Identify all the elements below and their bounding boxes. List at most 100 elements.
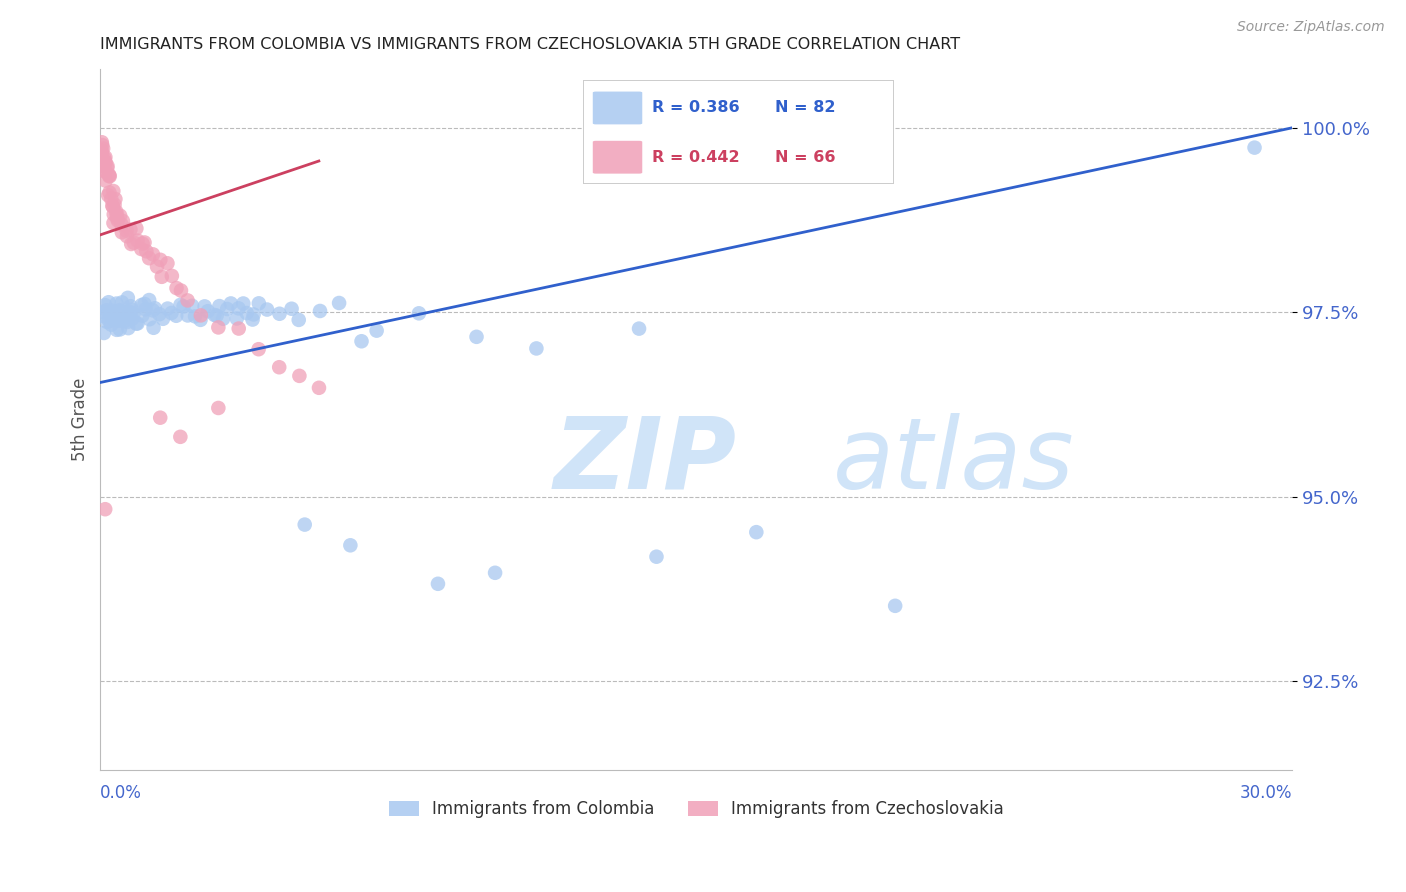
Point [94, 154, 117, 169]
Point [170, 284, 193, 298]
Point [184, 310, 207, 324]
Point [93, 159, 115, 173]
Point [526, 342, 548, 356]
Point [138, 312, 160, 326]
Point [309, 304, 332, 318]
Point [294, 517, 316, 532]
Text: R = 0.386: R = 0.386 [651, 101, 740, 115]
Point [190, 309, 212, 323]
Point [89, 152, 111, 166]
Point [160, 268, 183, 283]
Point [121, 312, 143, 326]
Point [225, 311, 247, 326]
Point [135, 244, 157, 259]
Point [308, 381, 330, 395]
Point [366, 324, 388, 338]
Point [745, 525, 768, 540]
Point [98, 169, 121, 183]
Point [94, 164, 117, 178]
Point [122, 307, 145, 321]
Point [94, 150, 117, 164]
Point [105, 296, 128, 310]
Point [131, 309, 153, 323]
Point [190, 313, 212, 327]
Point [884, 599, 907, 613]
Text: atlas: atlas [834, 413, 1076, 510]
Point [247, 342, 270, 356]
Point [108, 209, 131, 223]
Point [111, 295, 134, 310]
Point [96, 159, 118, 173]
Point [204, 308, 226, 322]
Point [120, 222, 142, 236]
Point [125, 221, 148, 235]
Point [121, 302, 143, 317]
Point [101, 310, 124, 325]
Point [100, 318, 122, 332]
Point [212, 311, 235, 326]
Text: Source: ZipAtlas.com: Source: ZipAtlas.com [1237, 20, 1385, 34]
Point [115, 224, 138, 238]
Point [96, 161, 118, 175]
Point [134, 235, 156, 250]
Point [101, 199, 124, 213]
Point [107, 213, 129, 227]
Point [131, 236, 153, 251]
Point [97, 295, 120, 310]
Point [135, 302, 157, 317]
Legend: Immigrants from Colombia, Immigrants from Czechoslovakia: Immigrants from Colombia, Immigrants fro… [382, 794, 1011, 825]
Point [484, 566, 506, 580]
Point [103, 207, 125, 221]
Point [288, 368, 311, 383]
Point [287, 313, 309, 327]
Point [142, 247, 165, 261]
Point [197, 304, 219, 318]
Y-axis label: 5th Grade: 5th Grade [72, 377, 89, 461]
Point [426, 576, 449, 591]
Point [107, 313, 129, 327]
Point [98, 314, 121, 328]
Point [94, 163, 117, 178]
Point [103, 198, 125, 212]
Point [138, 251, 160, 265]
FancyBboxPatch shape [593, 92, 643, 124]
Point [138, 293, 160, 307]
Point [91, 138, 114, 153]
Point [131, 298, 153, 312]
Point [103, 184, 125, 198]
Text: R = 0.442: R = 0.442 [651, 150, 740, 165]
Point [101, 303, 124, 318]
Text: N = 82: N = 82 [775, 101, 835, 115]
Point [645, 549, 668, 564]
Point [105, 204, 128, 219]
Point [94, 502, 117, 516]
Point [91, 304, 114, 318]
Point [122, 235, 145, 250]
Point [242, 312, 264, 326]
Point [208, 299, 231, 313]
Point [105, 323, 128, 337]
Point [94, 155, 117, 169]
Text: IMMIGRANTS FROM COLOMBIA VS IMMIGRANTS FROM CZECHOSLOVAKIA 5TH GRADE CORRELATION: IMMIGRANTS FROM COLOMBIA VS IMMIGRANTS F… [100, 37, 960, 53]
Point [149, 252, 172, 267]
Point [125, 317, 148, 331]
Point [96, 315, 118, 329]
Point [111, 225, 134, 239]
Point [91, 142, 114, 156]
Point [269, 360, 291, 375]
Point [98, 169, 121, 184]
Point [207, 320, 229, 334]
Point [280, 301, 302, 316]
Text: 30.0%: 30.0% [1240, 784, 1292, 802]
Point [156, 301, 179, 316]
Point [148, 307, 170, 321]
Point [100, 192, 122, 206]
Point [176, 293, 198, 308]
Point [105, 208, 128, 222]
Point [134, 297, 156, 311]
Point [117, 291, 139, 305]
Point [117, 321, 139, 335]
Point [90, 144, 112, 158]
Point [117, 315, 139, 329]
Point [90, 145, 112, 160]
